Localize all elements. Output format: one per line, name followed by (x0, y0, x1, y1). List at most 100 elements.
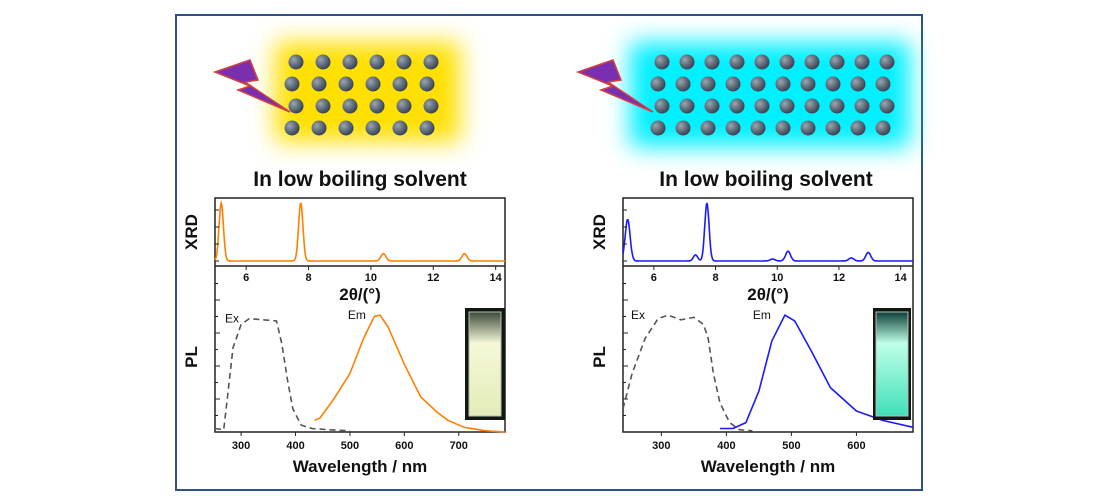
xrd-tick-label: 8 (712, 272, 718, 284)
pl-tick-label: 600 (847, 440, 865, 452)
particle (854, 54, 870, 70)
lightning-bolt-icon (575, 59, 654, 113)
xrd-curve (622, 202, 913, 262)
particle (775, 120, 791, 136)
particle (854, 98, 870, 114)
particle (650, 120, 666, 136)
particle (369, 98, 385, 114)
particle-grid-right (650, 54, 895, 136)
particle (804, 98, 820, 114)
xrd-tick-label: 14 (895, 272, 908, 284)
left-illustration (212, 42, 460, 142)
xrd-x-label: 2θ/(°) (747, 285, 789, 304)
particle (284, 76, 300, 92)
lightning-bolt-icon (212, 59, 291, 113)
particle (654, 54, 670, 70)
particle (338, 76, 354, 92)
particle (879, 54, 895, 70)
particle (700, 76, 716, 92)
particle (875, 120, 891, 136)
particle (675, 76, 691, 92)
pl-x-label: Wavelength / nm (701, 457, 835, 476)
particle (288, 54, 304, 70)
particle (829, 54, 845, 70)
particle (654, 98, 670, 114)
xrd-tick-label: 12 (833, 272, 845, 284)
particle (679, 98, 695, 114)
emission-curve (314, 314, 506, 433)
particle (315, 54, 331, 70)
xrd-x-label: 2θ/(°) (339, 285, 381, 304)
pl-x-label: Wavelength / nm (293, 457, 427, 476)
particle (342, 54, 358, 70)
particle (419, 120, 435, 136)
pl-tick-label: 500 (782, 440, 800, 452)
xrd-tick-label: 14 (490, 272, 503, 284)
particle (311, 76, 327, 92)
particle (775, 76, 791, 92)
particle (825, 120, 841, 136)
particle (829, 98, 845, 114)
particle (392, 76, 408, 92)
excitation-curve (622, 314, 753, 432)
particle (365, 120, 381, 136)
xrd-y-label: XRD (590, 214, 609, 250)
particle (729, 54, 745, 70)
particle (754, 98, 770, 114)
particle (850, 76, 866, 92)
particle (700, 120, 716, 136)
pl-tick-label: 400 (286, 440, 304, 452)
particle (804, 54, 820, 70)
xrd-tick-label: 6 (651, 272, 657, 284)
particle (779, 54, 795, 70)
xrd-tick-label: 10 (771, 272, 783, 284)
figure-frame (175, 14, 923, 491)
xrd-curve (214, 199, 505, 262)
particle (879, 98, 895, 114)
em-label: Em (753, 308, 771, 322)
ex-label: Ex (631, 308, 645, 322)
particle (396, 98, 412, 114)
particle (800, 120, 816, 136)
particle (850, 120, 866, 136)
particle (288, 98, 304, 114)
particle (800, 76, 816, 92)
particle (423, 98, 439, 114)
right-illustration (575, 42, 910, 147)
particle (284, 120, 300, 136)
particle (342, 98, 358, 114)
particle (311, 120, 327, 136)
particle (675, 120, 691, 136)
pl-tick-label: 500 (341, 440, 359, 452)
xrd-tick-label: 8 (305, 272, 311, 284)
particle (369, 54, 385, 70)
particle (875, 76, 891, 92)
pl-y-label: PL (182, 346, 201, 368)
cuvette-photo-left (465, 308, 505, 420)
particle (725, 76, 741, 92)
cuvette-photo-right (873, 308, 911, 420)
particle (750, 76, 766, 92)
xrd-tick-label: 6 (243, 272, 249, 284)
caption-left: In low boiling solvent (253, 168, 467, 191)
particle (423, 54, 439, 70)
xrd-y-label: XRD (182, 214, 201, 250)
xrd-tick-label: 10 (365, 272, 377, 284)
particle (750, 120, 766, 136)
particle-grid-left (284, 54, 439, 136)
pl-tick-label: 400 (717, 440, 735, 452)
pl-tick-label: 700 (450, 440, 468, 452)
particle (704, 98, 720, 114)
particle (729, 98, 745, 114)
particle (725, 120, 741, 136)
particle (315, 98, 331, 114)
particle (396, 54, 412, 70)
particle (650, 76, 666, 92)
pl-tick-label: 600 (395, 440, 413, 452)
left-chart: 6 8 10 12 14 2θ/(°) XRD Ex Em 300 400 500 600 700 Wave… (182, 197, 506, 476)
em-label: Em (348, 308, 366, 322)
pl-tick-label: 300 (652, 440, 670, 452)
pl-tick-label: 300 (232, 440, 250, 452)
particle (365, 76, 381, 92)
